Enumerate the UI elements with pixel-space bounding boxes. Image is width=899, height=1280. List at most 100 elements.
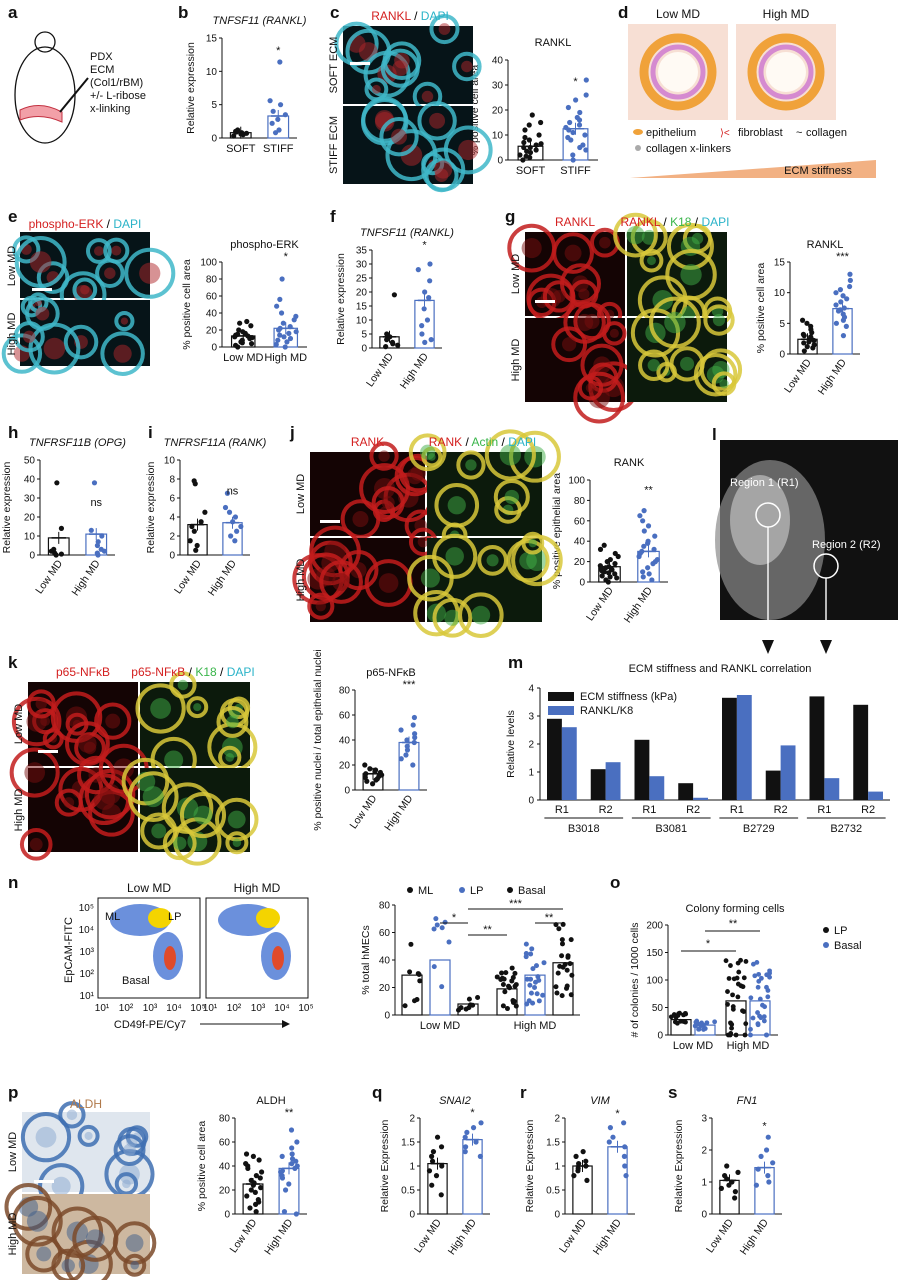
data-point [240,329,246,335]
y-tick-label: 10² [80,969,95,980]
row-label: Low MD [13,704,25,744]
data-point [526,122,532,128]
panel-letter-f: f [330,207,336,226]
y-tick-label: 3 [701,1114,707,1125]
data-point [564,967,570,973]
bar-RANKL/K8 [561,727,577,800]
data-point [439,1163,445,1169]
tissue-structure [12,235,41,264]
tissue-structure [179,791,227,839]
data-point [574,114,580,121]
y-tick-label: 80 [206,275,218,286]
data-point [477,1153,483,1159]
tissue-structure [493,479,530,516]
tissue-structure [499,444,521,466]
significance-mark: * [422,239,427,251]
tissue-structure [124,247,176,299]
data-point [599,573,605,579]
data-point [431,964,437,970]
data-point [288,1127,295,1133]
data-point [752,973,758,979]
tissue-structure [1,333,43,374]
data-point [289,1151,295,1157]
tissue-structure [458,139,479,161]
tissue-structure [445,547,464,566]
tissue-structure [125,1234,144,1252]
data-point [712,1019,718,1025]
y-tick-label: 2 [409,1114,415,1125]
panel-letter-r: r [520,1083,527,1102]
tissue-structure [114,310,135,332]
tissue-structure [477,544,508,576]
mammogram: Region 1 (R1) Region 2 (R2) [715,440,898,654]
y-tick-label: 60 [339,711,351,722]
tissue-structure [193,805,213,825]
data-point [532,984,538,990]
data-point [282,344,288,350]
flow-plots: Low MD 10¹ 10² 10³ 10⁴ 10⁵ High MD 10¹ 10² 10³ 10⁴… [63,881,314,1031]
y-tick-label: 20 [356,288,368,299]
data-point [533,147,539,153]
data-point [286,330,292,336]
tissue-structure [63,324,99,360]
bar-ECM stiffness (kPa) [853,704,869,800]
tissue-structure [13,321,45,353]
data-point [244,1193,250,1199]
y-tick-label: 60 [574,516,586,527]
data-point [538,141,544,147]
data-point [258,1185,264,1191]
epithelium-ring [747,33,825,111]
tissue-structure [573,302,611,341]
y-tick-label: 20 [206,326,218,337]
stain-red-label: RANKL [371,9,411,23]
panel-a-label: ECM [90,64,114,76]
data-point [645,523,652,529]
data-point [765,1134,771,1140]
tissue-structure [74,732,106,764]
tissue-structure [408,433,447,472]
data-point [728,963,733,968]
legend-marker [459,887,465,893]
legend-xlinker-marker [635,145,641,151]
data-point [762,1004,768,1010]
tissue-structure [78,734,97,753]
tissue-structure [100,331,145,376]
data-point [606,1139,612,1145]
panel-letter-n: n [8,873,18,892]
bar-ECM stiffness (kPa) [765,770,781,800]
tissue-structure [227,810,246,829]
data-point [811,342,817,348]
bar-ML [401,974,423,1016]
x-tick-label: Low MD [704,1217,736,1256]
data-point [607,556,613,563]
y-tick-label: 2 [701,1146,707,1157]
legend-swatch [548,692,574,701]
data-point [367,766,373,772]
y-tick-label: 2 [554,1114,560,1125]
tissue-structure [506,539,550,583]
data-point [430,1149,437,1155]
data-point [523,153,529,159]
data-point [383,344,389,350]
data-point [501,976,507,982]
data-point [571,1173,577,1179]
data-point [248,323,254,329]
data-point [88,527,94,533]
data-point [808,334,814,340]
chart-title: TNFRSF11B (OPG) [29,437,126,449]
tissue-structure [429,112,446,129]
tissue-structure [29,837,43,851]
tissue-structure [641,229,657,245]
tissue-structure [420,568,440,588]
tissue-structure [35,1126,57,1148]
y-axis-label: Relative expression [145,462,157,554]
y-tick-label: 200 [646,921,663,932]
x-tick-label: 10² [119,1003,134,1014]
data-point [570,157,576,163]
legend-label: ML [418,885,433,897]
chart-h: TNFRSF11B (OPG) 0 10 20 30 40 50 Relative expre… [1,437,126,598]
legend-marker [823,927,829,933]
data-point [597,546,604,552]
data-point [675,1013,681,1018]
data-point [614,575,620,581]
